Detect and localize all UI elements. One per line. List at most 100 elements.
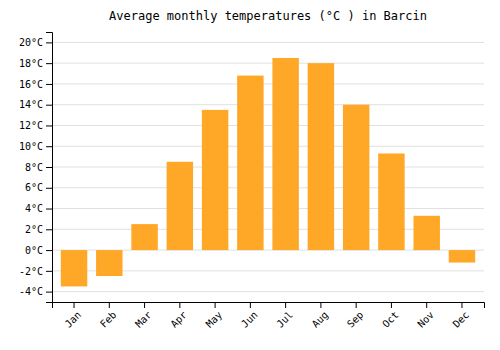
x-tick: Apr [168, 302, 189, 330]
y-tick: 16°C [19, 79, 52, 90]
y-tick-label: 18°C [19, 58, 43, 69]
y-tick-label: 12°C [19, 120, 43, 131]
x-tick-label: Jan [63, 309, 84, 330]
grid-line [52, 167, 484, 168]
x-tick-mark [179, 302, 180, 308]
y-tick-mark [46, 146, 52, 147]
x-tick-mark [109, 302, 110, 308]
y-tick-label: 6°C [25, 182, 43, 193]
x-tick: Jun [239, 302, 260, 330]
y-tick: 18°C [19, 58, 52, 69]
y-tick-mark [46, 188, 52, 189]
grid-line [52, 42, 484, 43]
y-tick-mark [46, 250, 52, 251]
x-tick: Sep [345, 302, 366, 330]
x-tick-mark [426, 302, 427, 308]
x-tick-label: Nov [415, 309, 436, 330]
x-tick: Dec [451, 302, 472, 330]
x-tick-mark [320, 302, 321, 308]
x-axis: Jan Feb Mar Apr May Jun Jul Aug Sep Oct Nov Dec [53, 302, 485, 330]
bar [413, 216, 439, 250]
grid [52, 42, 484, 291]
x-tick-mark [250, 302, 251, 308]
bar [202, 110, 228, 250]
y-tick-mark [46, 84, 52, 85]
x-tick: Aug [310, 302, 331, 330]
bar [167, 162, 193, 250]
x-tick: May [204, 302, 225, 330]
bar [131, 224, 157, 250]
x-axis-line [53, 303, 485, 309]
x-tick-mark [461, 302, 462, 308]
y-tick-mark [46, 167, 52, 168]
x-tick-label: Aug [310, 309, 331, 330]
y-tick-mark [46, 271, 52, 272]
bar [343, 105, 369, 250]
x-tick-label: Apr [168, 309, 189, 330]
y-tick: 12°C [19, 120, 52, 131]
x-tick-label: May [204, 309, 225, 330]
x-tick: Nov [415, 302, 436, 330]
y-tick-label: -2°C [19, 266, 43, 277]
y-tick-mark [46, 105, 52, 106]
x-tick-mark [356, 302, 357, 308]
y-tick-label: 0°C [25, 245, 43, 256]
x-tick: Feb [98, 302, 119, 330]
grid-line [52, 125, 484, 126]
y-tick-mark [46, 125, 52, 126]
y-tick-mark [46, 63, 52, 64]
x-tick-mark [74, 302, 75, 308]
x-tick-mark [391, 302, 392, 308]
bars [61, 58, 475, 286]
x-tick: Jan [63, 302, 84, 330]
y-tick: 0°C [25, 245, 52, 256]
bar [272, 58, 298, 250]
x-tick-mark [144, 302, 145, 308]
y-tick: -4°C [19, 286, 52, 297]
bar [237, 76, 263, 250]
x-tick-mark [215, 302, 216, 308]
x-tick-label: Feb [98, 309, 119, 330]
x-tick-mark [285, 302, 286, 308]
grid-line [52, 187, 484, 188]
y-tick: 14°C [19, 99, 52, 110]
x-tick-label: Dec [451, 309, 472, 330]
bar [61, 250, 87, 286]
y-tick: -2°C [19, 266, 52, 277]
plot: -4°C -2°C 0°C 2°C 4°C 6°C 8°C 10°C 12°C 14°C 16°C 1… [19, 33, 485, 330]
y-tick-label: 20°C [19, 37, 43, 48]
y-tick: 8°C [25, 162, 52, 173]
y-tick: 2°C [25, 224, 52, 235]
x-tick-label: Jun [239, 309, 260, 330]
y-tick-label: 10°C [19, 141, 43, 152]
grid-line [52, 146, 484, 147]
x-tick-label: Jul [274, 309, 295, 330]
bar [308, 63, 334, 250]
bar [96, 250, 122, 276]
y-tick-label: 14°C [19, 99, 43, 110]
y-axis: -4°C -2°C 0°C 2°C 4°C 6°C 8°C 10°C 12°C 14°C 16°C 1… [19, 33, 53, 303]
y-tick-label: 16°C [19, 79, 43, 90]
y-tick: 20°C [19, 37, 52, 48]
x-tick-label: Sep [345, 309, 366, 330]
x-tick-label: Oct [380, 309, 401, 330]
grid-line [52, 83, 484, 84]
y-tick-label: 4°C [25, 203, 43, 214]
bar [378, 154, 404, 251]
chart: -4°C -2°C 0°C 2°C 4°C 6°C 8°C 10°C 12°C 14°C 16°C 1… [0, 0, 500, 350]
x-tick: Jul [274, 302, 295, 330]
grid-line [52, 63, 484, 64]
title: Average monthly temperatures (°C ) in Ba… [109, 9, 427, 23]
x-tick: Mar [133, 302, 154, 330]
bar [449, 250, 475, 262]
y-tick: 10°C [19, 141, 52, 152]
y-tick-mark [46, 292, 52, 293]
y-tick-mark [46, 229, 52, 230]
y-tick-mark [46, 209, 52, 210]
grid-line [52, 291, 484, 292]
y-tick-label: 8°C [25, 162, 43, 173]
y-axis-line [46, 33, 53, 303]
y-tick: 6°C [25, 182, 52, 193]
y-tick: 4°C [25, 203, 52, 214]
grid-line [52, 104, 484, 105]
